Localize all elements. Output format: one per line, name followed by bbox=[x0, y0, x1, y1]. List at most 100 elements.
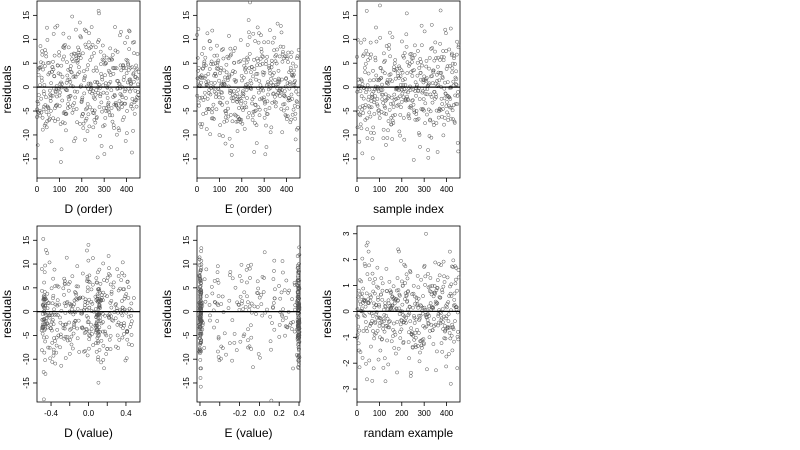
data-point bbox=[251, 365, 255, 370]
data-point bbox=[99, 75, 104, 79]
x-tick-label: 100 bbox=[53, 185, 67, 194]
data-point bbox=[232, 61, 237, 65]
data-point bbox=[110, 119, 115, 124]
y-tick-label: -2 bbox=[342, 359, 351, 367]
data-point bbox=[381, 136, 386, 141]
data-point bbox=[295, 289, 300, 294]
data-point bbox=[66, 67, 71, 72]
data-point bbox=[294, 353, 299, 357]
data-point bbox=[399, 105, 403, 110]
data-point bbox=[376, 357, 381, 362]
data-point bbox=[440, 349, 445, 354]
data-point bbox=[258, 355, 262, 360]
data-point bbox=[412, 338, 417, 342]
data-point bbox=[430, 46, 435, 50]
data-point bbox=[119, 29, 123, 34]
data-point bbox=[419, 60, 423, 64]
data-point bbox=[109, 145, 113, 149]
data-point bbox=[92, 51, 96, 56]
data-point bbox=[444, 364, 448, 369]
data-point bbox=[75, 60, 80, 65]
data-point bbox=[43, 339, 48, 344]
data-point bbox=[85, 102, 90, 106]
data-point bbox=[95, 336, 100, 340]
data-point bbox=[370, 318, 374, 323]
data-point bbox=[416, 305, 420, 310]
data-point bbox=[434, 56, 438, 61]
data-point bbox=[446, 312, 451, 317]
data-point bbox=[68, 79, 73, 84]
data-point bbox=[227, 74, 232, 79]
data-point bbox=[249, 323, 253, 328]
data-point bbox=[388, 72, 393, 77]
data-point bbox=[420, 305, 425, 310]
data-point bbox=[81, 69, 86, 74]
data-point bbox=[274, 100, 278, 105]
data-point bbox=[220, 90, 224, 95]
data-point bbox=[431, 68, 436, 73]
data-point bbox=[385, 316, 390, 321]
y-tick-label: -15 bbox=[22, 153, 31, 165]
data-point bbox=[230, 144, 234, 148]
data-point bbox=[267, 106, 272, 110]
data-point bbox=[134, 104, 139, 109]
data-point bbox=[241, 334, 246, 339]
data-point bbox=[390, 35, 395, 40]
data-point bbox=[62, 54, 66, 59]
data-point bbox=[370, 136, 375, 141]
data-point bbox=[448, 291, 453, 296]
y-tick-label: -15 bbox=[22, 377, 31, 389]
data-point bbox=[255, 72, 260, 76]
data-point bbox=[450, 348, 455, 353]
data-point bbox=[377, 304, 382, 309]
data-point bbox=[269, 347, 273, 352]
data-point bbox=[38, 65, 43, 69]
data-point bbox=[419, 277, 423, 282]
data-point bbox=[404, 272, 409, 277]
data-point bbox=[65, 335, 70, 339]
data-point bbox=[204, 111, 208, 115]
data-point bbox=[40, 49, 44, 54]
data-point bbox=[441, 55, 446, 60]
data-point bbox=[290, 297, 294, 302]
data-point bbox=[196, 27, 201, 31]
data-point bbox=[356, 295, 360, 300]
data-point bbox=[448, 249, 452, 254]
data-point bbox=[451, 265, 455, 269]
data-point bbox=[444, 316, 448, 321]
data-point bbox=[105, 85, 110, 90]
data-point bbox=[365, 116, 369, 121]
data-point bbox=[447, 331, 452, 335]
data-point bbox=[52, 53, 57, 58]
data-point bbox=[78, 56, 83, 60]
data-point bbox=[366, 249, 371, 254]
data-point bbox=[201, 46, 206, 50]
data-point bbox=[429, 23, 434, 27]
data-point bbox=[411, 102, 416, 107]
data-point bbox=[394, 307, 399, 311]
data-point bbox=[129, 313, 133, 318]
data-point bbox=[449, 333, 454, 338]
data-point bbox=[98, 92, 103, 97]
data-point bbox=[285, 81, 290, 86]
data-point bbox=[203, 55, 208, 60]
data-point bbox=[71, 84, 75, 89]
data-point bbox=[244, 267, 249, 272]
data-point bbox=[443, 328, 448, 333]
data-point bbox=[425, 367, 429, 372]
data-point bbox=[439, 263, 443, 267]
data-point bbox=[98, 94, 103, 99]
data-point bbox=[254, 77, 258, 82]
data-point bbox=[434, 368, 438, 373]
data-point bbox=[218, 123, 222, 127]
data-point bbox=[383, 92, 388, 97]
data-point bbox=[373, 319, 378, 324]
data-point bbox=[274, 61, 279, 66]
data-point bbox=[62, 276, 67, 281]
data-point bbox=[410, 98, 415, 103]
data-point bbox=[207, 107, 211, 112]
data-point bbox=[364, 326, 369, 330]
data-point bbox=[418, 303, 423, 308]
data-point bbox=[391, 321, 396, 326]
